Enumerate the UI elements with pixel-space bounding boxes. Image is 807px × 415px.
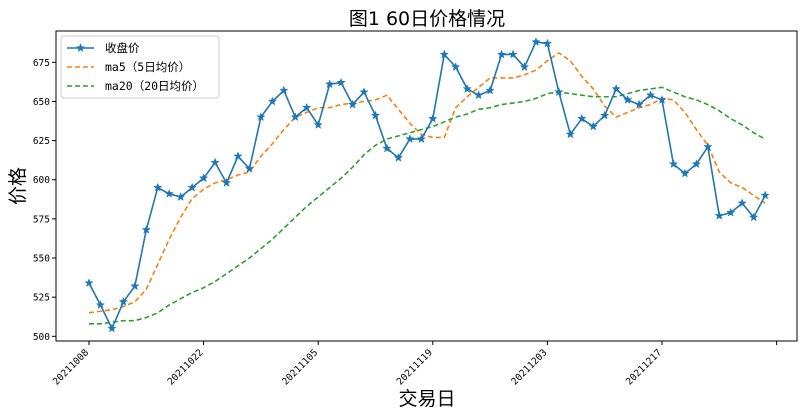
close-price-point	[714, 210, 724, 220]
close-price-point	[439, 49, 449, 59]
x-tick-label: 20211217	[624, 347, 664, 387]
close-price-point	[691, 159, 702, 169]
close-price-point	[657, 94, 667, 104]
close-price-point	[726, 207, 736, 217]
close-price-point	[267, 96, 278, 106]
legend: 收盘价 ma5（5日均价） ma20（20日均价）	[60, 35, 220, 99]
close-price-point	[382, 143, 392, 153]
close-price-point	[336, 77, 346, 87]
close-price-point	[554, 87, 564, 97]
y-tick-label: 650	[33, 97, 50, 108]
close-price-point	[485, 85, 495, 95]
close-price-point	[531, 37, 541, 46]
close-price-point	[118, 296, 129, 306]
legend-box	[60, 35, 220, 99]
close-price-point	[141, 224, 151, 234]
close-price-point	[428, 113, 438, 123]
chart-title: 图1 60日价格情况	[349, 8, 505, 30]
close-price-point	[519, 62, 530, 71]
close-price-point	[302, 102, 312, 112]
legend-label-close: 收盘价	[105, 41, 140, 55]
close-price-point	[290, 112, 300, 122]
legend-label-ma20: ma20（20日均价）	[105, 79, 204, 93]
plot-area-frame	[55, 30, 798, 342]
close-price-point	[611, 84, 621, 93]
series-line-2	[89, 86, 766, 325]
close-price-point	[164, 188, 174, 198]
y-axis-label: 价格	[7, 167, 29, 205]
x-axis: 20211008 20211022 20211105 20211119 20211203…	[51, 341, 778, 387]
close-price-point	[359, 87, 369, 97]
x-axis-label: 交易日	[398, 388, 455, 410]
close-price-point	[703, 141, 713, 151]
close-price-point	[508, 49, 518, 59]
close-price-point	[622, 94, 633, 104]
y-axis: 500 525 550 575 600 625 650 675	[33, 58, 56, 343]
close-price-point	[600, 110, 610, 120]
y-tick-label: 600	[33, 175, 50, 186]
close-price-point	[221, 177, 232, 187]
close-price-point	[95, 300, 106, 309]
series-layer	[84, 37, 770, 333]
close-price-point	[416, 134, 427, 144]
close-price-point	[542, 38, 553, 48]
y-tick-label: 575	[33, 214, 50, 225]
y-tick-label: 550	[33, 254, 50, 265]
close-price-point	[233, 151, 243, 161]
close-price-point	[313, 120, 323, 129]
close-price-point	[668, 159, 679, 169]
close-price-point	[749, 212, 759, 222]
x-tick-label: 20211203	[509, 347, 549, 387]
x-tick-label: 20211105	[280, 347, 320, 387]
close-price-point	[84, 278, 94, 288]
close-price-point	[565, 129, 575, 139]
close-price-point	[244, 163, 255, 173]
close-price-point	[451, 62, 461, 71]
y-tick-label: 625	[33, 136, 50, 147]
close-price-point	[210, 157, 220, 167]
x-tick-label: 20211022	[166, 347, 206, 387]
y-tick-label: 500	[33, 332, 50, 343]
legend-label-ma5: ma5（5日均价）	[105, 60, 190, 74]
series-line-1	[88, 51, 766, 314]
close-price-point	[645, 90, 656, 100]
close-price-point	[256, 112, 266, 122]
close-price-point	[634, 99, 644, 109]
y-tick-label: 675	[33, 58, 50, 69]
close-price-point	[577, 113, 587, 123]
close-price-point	[680, 168, 690, 178]
close-price-point	[153, 182, 163, 192]
close-price-point	[370, 110, 381, 120]
x-tick-label: 20211119	[395, 347, 435, 387]
close-price-point	[198, 173, 209, 183]
close-price-point	[324, 79, 335, 89]
close-price-point	[462, 84, 472, 93]
x-tick-label: 20211008	[51, 347, 91, 387]
close-price-point	[176, 192, 186, 201]
close-price-point	[347, 99, 358, 109]
close-price-point	[187, 182, 197, 192]
close-price-point	[130, 281, 140, 291]
y-tick-label: 525	[33, 293, 50, 304]
close-price-point	[393, 152, 404, 162]
legend-marker-star-icon	[75, 43, 86, 52]
close-price-point	[107, 323, 117, 333]
close-price-point	[737, 198, 747, 208]
close-price-point	[588, 121, 598, 131]
close-price-point	[473, 90, 484, 100]
close-price-point	[405, 134, 415, 144]
close-price-point	[279, 85, 289, 95]
close-price-point	[496, 49, 507, 59]
close-price-point	[760, 190, 770, 200]
